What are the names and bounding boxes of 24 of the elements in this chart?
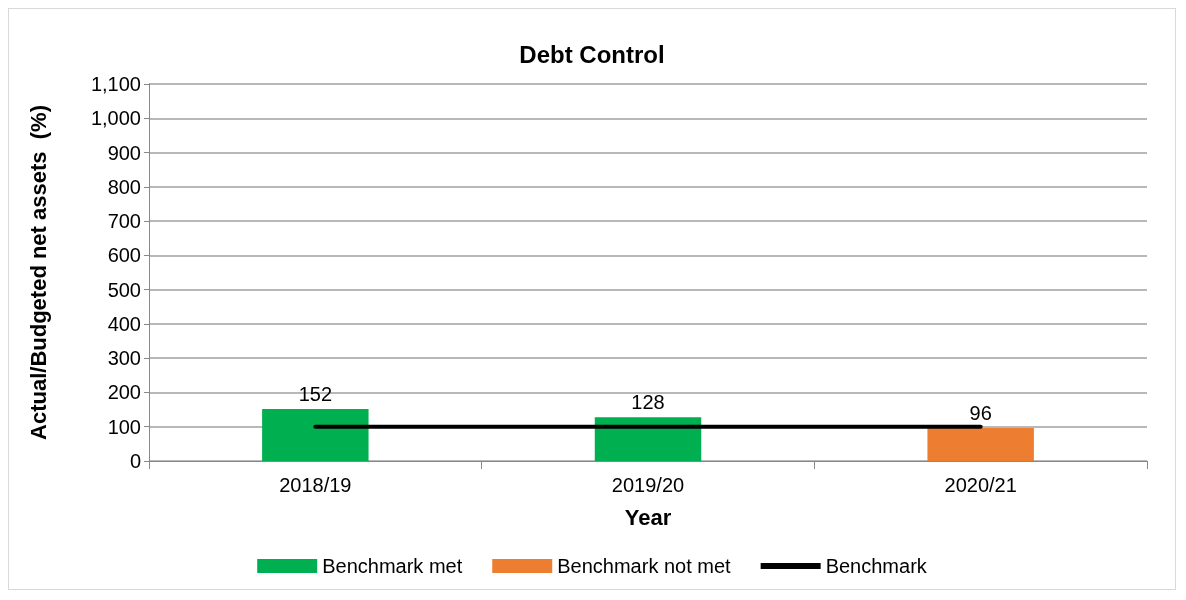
y-tick-label: 900 xyxy=(107,141,141,164)
y-tick-label: 1,100 xyxy=(90,73,141,95)
y-tick-label: 800 xyxy=(107,175,141,198)
x-tick-label: 2020/21 xyxy=(944,474,1017,496)
x-tick-label: 2018/19 xyxy=(279,474,352,496)
y-tick-label: 300 xyxy=(107,347,141,370)
y-tick-label: 200 xyxy=(107,381,141,404)
data-label: 152 xyxy=(298,382,333,405)
y-tick-label: 100 xyxy=(107,415,141,438)
y-tick-label: 500 xyxy=(107,278,141,301)
chart-title: Debt Control xyxy=(519,40,665,68)
y-tick-label: 400 xyxy=(107,312,141,335)
data-label: 96 xyxy=(969,402,992,425)
y-axis-title: Actual/Budgeted net assets (%) xyxy=(25,105,51,440)
legend-label: Benchmark met xyxy=(322,555,463,577)
legend-label: Benchmark not met xyxy=(557,555,732,577)
data-label: 128 xyxy=(631,391,665,414)
x-tick-label: 2019/20 xyxy=(611,474,685,496)
x-axis-title: Year xyxy=(624,504,672,530)
y-tick-label: 700 xyxy=(107,210,141,233)
y-tick-label: 0 xyxy=(129,450,141,472)
y-tick-label: 1,000 xyxy=(90,107,141,130)
legend-label: Benchmark xyxy=(825,555,928,577)
y-tick-label: 600 xyxy=(107,244,141,267)
